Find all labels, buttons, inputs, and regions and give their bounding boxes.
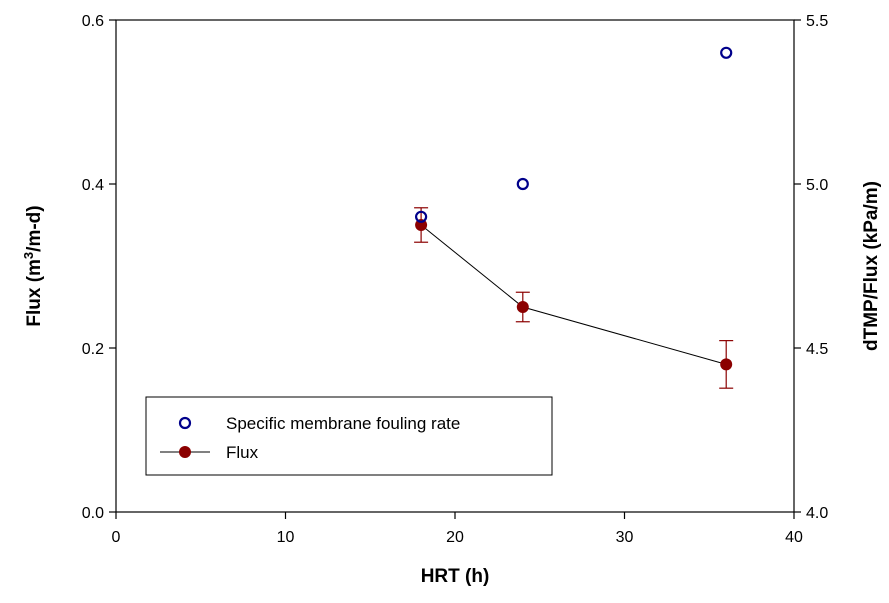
fouling-point [516, 177, 529, 191]
left-y-axis-title-sup: 3 [21, 252, 36, 259]
flux-line [420, 224, 727, 365]
flux-point [720, 358, 733, 371]
fouling-point [415, 210, 428, 223]
x-tick-label: 30 [616, 529, 634, 546]
flux-point [516, 301, 529, 313]
left-y-tick-label: 0.6 [82, 13, 104, 30]
fouling-point [720, 46, 733, 59]
legend-box [145, 396, 553, 476]
x-tick-label: 0 [112, 529, 121, 546]
right-y-tick-label: 4.0 [806, 505, 828, 522]
right-y-axis-title: dTMP/Flux (kPa/m) [861, 181, 882, 351]
left-y-tick-label: 0.4 [82, 177, 104, 194]
x-tick-label: 20 [446, 529, 464, 546]
left-y-axis-title-main: Flux (m [24, 259, 45, 327]
legend-label-flux: Flux [226, 443, 259, 462]
right-y-tick-label: 5.0 [806, 177, 828, 194]
x-axis-title: HRT (h) [421, 566, 490, 587]
ticks: 0 10 20 30 40 0.0 0.2 0.4 0.6 4.0 4.5 5.0 5.5 [82, 13, 829, 546]
left-y-tick-label: 0.2 [82, 341, 104, 358]
left-y-axis-title: Flux (m3/m-d) [21, 205, 45, 326]
x-tick-label: 10 [277, 529, 295, 546]
series-layer [414, 46, 734, 389]
left-y-tick-label: 0.0 [82, 505, 104, 522]
legend: Specific membrane fouling rate Flux [145, 396, 553, 476]
right-y-tick-label: 5.5 [806, 13, 828, 30]
legend-label-fouling: Specific membrane fouling rate [226, 414, 460, 433]
legend-marker-fouling [178, 416, 192, 430]
right-y-tick-label: 4.5 [806, 341, 828, 358]
legend-marker-flux [179, 446, 191, 458]
x-tick-label: 40 [785, 529, 803, 546]
left-y-axis-title-rest: /m-d) [24, 205, 45, 251]
